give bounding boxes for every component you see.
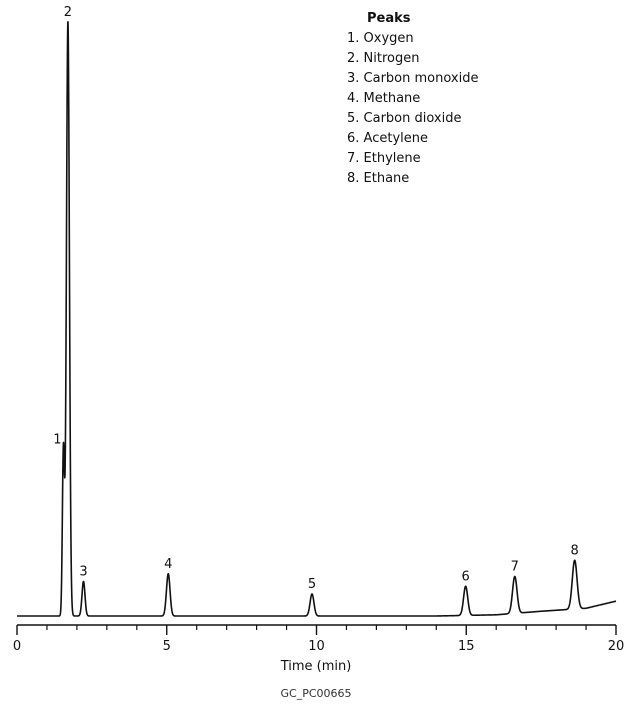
peak-label-2: 2 bbox=[64, 5, 72, 20]
legend-item-6: 6. Acetylene bbox=[347, 131, 428, 146]
peak-label-8: 8 bbox=[571, 543, 579, 558]
peak-labels: 1 2 3 4 5 6 7 8 bbox=[53, 5, 579, 592]
legend-item-2: 2. Nitrogen bbox=[347, 51, 419, 66]
legend-item-4: 4. Methane bbox=[347, 91, 420, 106]
peak-label-6: 6 bbox=[462, 569, 470, 584]
chromatogram-trace bbox=[16, 21, 617, 617]
legend-item-7: 7. Ethylene bbox=[347, 151, 421, 166]
x-tick-label-10: 10 bbox=[308, 639, 325, 654]
legend: Peaks 1. Oxygen 2. Nitrogen 3. Carbon monox… bbox=[347, 11, 478, 186]
peak-4-apex bbox=[167, 573, 170, 575]
legend-item-3: 3. Carbon monoxide bbox=[347, 71, 478, 86]
peak-8-apex bbox=[573, 559, 576, 562]
legend-item-5: 5. Carbon dioxide bbox=[347, 111, 461, 126]
x-tick-label-0: 0 bbox=[13, 639, 21, 654]
peak-label-1: 1 bbox=[53, 433, 61, 448]
figure-code: GC_PC00665 bbox=[280, 687, 351, 700]
trace-layer bbox=[16, 21, 617, 617]
peak-6-apex bbox=[464, 585, 467, 588]
peak-5-apex bbox=[311, 593, 313, 595]
peak-7-apex bbox=[513, 575, 516, 578]
peak-3-apex bbox=[82, 580, 85, 583]
peak-1-apex bbox=[62, 448, 65, 451]
x-tick-label-15: 15 bbox=[458, 639, 475, 654]
x-tick-label-20: 20 bbox=[608, 639, 625, 654]
x-axis-title: Time (min) bbox=[280, 659, 352, 674]
peak-label-4: 4 bbox=[164, 557, 172, 572]
x-axis: 0 5 10 15 20 bbox=[13, 624, 625, 654]
legend-item-1: 1. Oxygen bbox=[347, 31, 414, 46]
legend-title: Peaks bbox=[367, 11, 411, 26]
legend-item-8: 8. Ethane bbox=[347, 171, 409, 186]
x-tick-label-5: 5 bbox=[163, 639, 171, 654]
peak-label-7: 7 bbox=[511, 560, 519, 575]
peak-label-3: 3 bbox=[79, 565, 87, 580]
peak-label-5: 5 bbox=[308, 577, 316, 592]
peak-2-apex bbox=[67, 21, 69, 23]
